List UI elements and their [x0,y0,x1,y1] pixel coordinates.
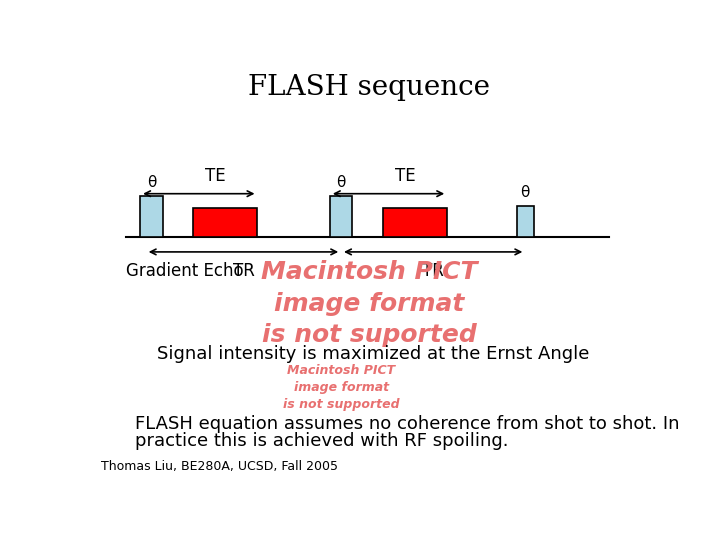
Text: TR: TR [233,262,254,280]
Text: Signal intensity is maximized at the Ernst Angle: Signal intensity is maximized at the Ern… [157,345,590,363]
Text: Gradient Echo: Gradient Echo [126,262,244,280]
Text: Macintosh PICT
image format
is not suported: Macintosh PICT image format is not supor… [261,260,477,347]
Bar [140,196,163,238]
Text: Macintosh PICT
image format
is not supported: Macintosh PICT image format is not suppo… [283,363,400,410]
Bar [517,206,534,238]
Text: FLASH sequence: FLASH sequence [248,74,490,101]
Bar [383,208,447,238]
Text: FLASH equation assumes no coherence from shot to shot. In: FLASH equation assumes no coherence from… [135,415,679,434]
Text: practice this is achieved with RF spoiling.: practice this is achieved with RF spoili… [135,432,508,450]
Text: θ: θ [147,174,156,190]
Bar [330,196,352,238]
Text: TE: TE [395,167,415,185]
Text: Thomas Liu, BE280A, UCSD, Fall 2005: Thomas Liu, BE280A, UCSD, Fall 2005 [101,460,338,473]
Text: TE: TE [205,167,226,185]
Text: θ: θ [336,174,346,190]
Text: TR: TR [422,262,444,280]
Bar [193,208,258,238]
Text: θ: θ [521,185,530,200]
